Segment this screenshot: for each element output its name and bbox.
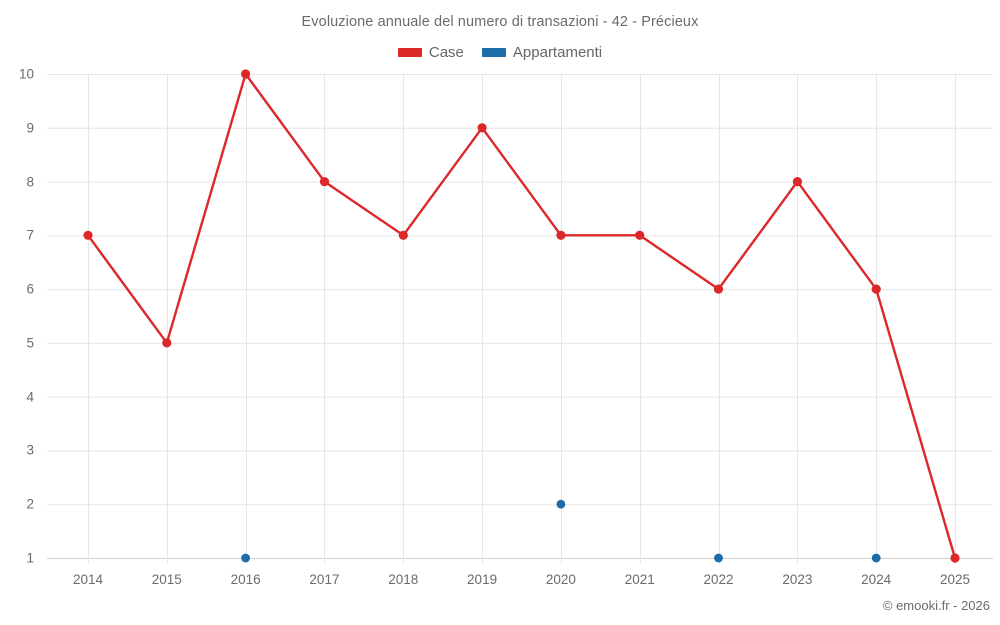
legend-swatch-case <box>397 48 422 57</box>
chart-title: Evoluzione annuale del numero di transaz… <box>301 14 699 30</box>
data-point-case <box>950 553 960 563</box>
data-point-case <box>713 284 724 294</box>
x-axis-tick-label: 2015 <box>151 572 182 587</box>
x-axis-tick-label: 2023 <box>782 572 813 587</box>
x-axis-tick-label: 2025 <box>939 572 971 587</box>
x-axis-tick-label: 2020 <box>545 572 576 587</box>
x-axis-tick-label: 2019 <box>467 572 498 587</box>
data-point-case <box>556 230 566 240</box>
x-axis-tick-label: 2017 <box>309 572 340 587</box>
x-axis-tick-label: 2021 <box>624 572 655 587</box>
legend-item-appartamenti[interactable]: Appartamenti <box>481 44 603 61</box>
y-axis-tick-label: 7 <box>26 227 34 243</box>
gridlines <box>47 74 993 564</box>
x-axis-tick-label: 2016 <box>230 572 261 587</box>
data-point-appartamenti <box>241 553 251 563</box>
data-point-case <box>241 69 251 79</box>
data-point-case <box>477 123 487 133</box>
legend-item-case[interactable]: Case <box>397 44 464 61</box>
data-series-layer <box>83 69 960 563</box>
data-point-appartamenti <box>871 553 881 563</box>
series-line-case <box>86 72 957 560</box>
data-point-appartamenti <box>714 553 723 563</box>
data-point-case <box>398 230 408 240</box>
y-axis-tick-label: 5 <box>26 335 34 351</box>
legend-label-appartamenti: Appartamenti <box>512 44 603 61</box>
x-axis-tick-label: 2014 <box>72 572 104 587</box>
chart-legend: Case Appartamenti <box>0 44 1000 61</box>
y-axis-tick-label: 9 <box>26 120 34 136</box>
x-axis-tick-label: 2022 <box>703 572 734 587</box>
y-axis-tick-label: 3 <box>26 442 34 458</box>
legend-label-case: Case <box>428 44 464 61</box>
y-axis-tick-label: 1 <box>26 550 34 566</box>
legend-swatch-appartamenti <box>481 48 506 57</box>
y-axis-tick-label: 8 <box>26 174 34 190</box>
data-point-appartamenti <box>556 499 566 509</box>
data-point-case <box>635 230 645 240</box>
data-point-case <box>319 177 330 187</box>
y-axis-tick-label: 10 <box>18 66 34 82</box>
y-axis-tick-label: 2 <box>26 496 34 512</box>
data-point-case <box>871 284 881 294</box>
data-point-case <box>162 338 172 348</box>
x-axis-tick-label: 2024 <box>861 572 892 587</box>
data-point-case <box>792 177 803 187</box>
y-axis-tick-label: 4 <box>26 389 34 405</box>
y-axis-tick-label: 6 <box>26 281 34 297</box>
x-axis-tick-label: 2018 <box>388 572 419 587</box>
credit-text: © emooki.fr - 2026 <box>882 598 990 613</box>
data-point-case <box>83 230 93 240</box>
